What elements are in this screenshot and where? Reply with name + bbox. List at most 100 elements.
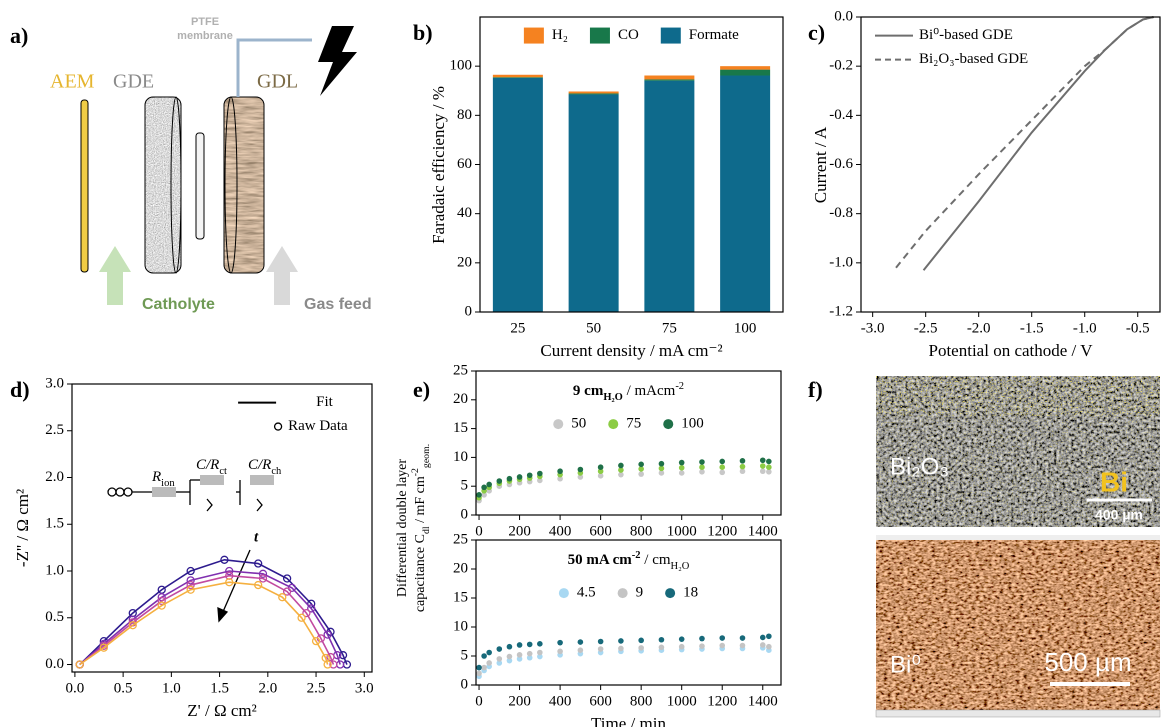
x-tick-label: 75 — [662, 320, 677, 336]
data-point — [506, 657, 513, 664]
ptfe-label: PTFE — [191, 16, 219, 28]
data-point — [618, 645, 624, 652]
y-tick-label: 2.5 — [45, 422, 64, 438]
data-point — [486, 481, 492, 488]
text-part: H₂O — [671, 561, 690, 572]
text-part: / mF cm — [413, 476, 428, 526]
micrographs: f) Bi₂O₃ Bi 400 µm Bi⁰ 500 µm — [808, 376, 1161, 718]
data-point — [186, 576, 195, 585]
schematic: a) AEM GDE PTFE membrane GDL Catholyte G… — [10, 16, 372, 313]
data-point — [157, 601, 166, 610]
x-tick-label: 1400 — [748, 523, 778, 539]
x-tick-label: 1200 — [707, 693, 737, 709]
data-point — [597, 464, 604, 470]
data-point — [323, 630, 332, 639]
circuit-label: Rion — [151, 469, 175, 488]
bar-segment — [720, 69, 771, 76]
catholyte-arrow — [99, 246, 131, 305]
data-point — [476, 664, 482, 671]
data-point — [311, 636, 321, 646]
data-point — [557, 475, 563, 482]
element-label: Bi — [1100, 466, 1128, 497]
x-tick-label: 600 — [589, 523, 612, 539]
data-point — [225, 566, 234, 576]
x-tick-label: -0.5 — [1126, 320, 1150, 336]
data-point — [486, 649, 492, 656]
data-point — [678, 470, 685, 476]
y-axis-label: Current / A — [811, 126, 830, 203]
data-point — [699, 469, 705, 475]
text-part: H₂O — [603, 392, 622, 403]
data-point — [739, 635, 746, 641]
data-point — [516, 652, 523, 658]
bar-segment — [492, 77, 543, 312]
y-tick-label: 0 — [461, 506, 469, 522]
data-point — [766, 643, 772, 650]
y-tick-label: 20 — [453, 560, 468, 576]
data-point — [577, 474, 584, 480]
x-axis-label: Potential on cathode / V — [929, 341, 1094, 360]
legend: Bi⁰-based GDE Bi₂O₃-based GDE — [875, 27, 1028, 67]
y-tick-label: -1.0 — [829, 254, 853, 270]
data-point — [739, 642, 746, 649]
bar-segment — [720, 75, 771, 312]
data-point — [678, 643, 685, 650]
panel-label: c) — [808, 20, 825, 45]
data-point — [618, 467, 624, 473]
x-tick-label: 200 — [508, 523, 531, 539]
data-point — [254, 580, 263, 590]
x-tick-label: 0.0 — [66, 680, 85, 696]
data-point — [496, 646, 503, 652]
x-tick-label: 800 — [630, 523, 653, 539]
data-point — [699, 643, 705, 649]
text-part: -2 — [675, 381, 684, 392]
x-tick-label: 2.5 — [307, 680, 326, 696]
text-part: -2 — [410, 468, 421, 476]
aem-label: AEM — [50, 71, 95, 93]
y-tick-label: 1.0 — [45, 562, 64, 578]
data-point — [476, 492, 482, 498]
y-tick-label: 10 — [453, 618, 468, 634]
data-point — [638, 461, 644, 468]
x-tick-label: 0.5 — [114, 680, 133, 696]
circuit-node — [115, 487, 125, 497]
y-tick-label: -0.4 — [829, 107, 853, 123]
resistor — [200, 475, 224, 485]
sem-edge — [876, 535, 1160, 540]
legend-swatch — [558, 588, 569, 599]
data-point — [766, 633, 772, 640]
legend-title: 50 mA cm-2 / cmH₂O — [568, 550, 690, 572]
bar-segment — [568, 94, 619, 312]
data-point — [486, 660, 492, 666]
y-tick-label: -1.2 — [829, 303, 853, 319]
data-point — [537, 649, 543, 656]
x-tick-label: 0 — [475, 523, 483, 539]
data-point — [597, 468, 604, 475]
y-tick-label: 25 — [453, 362, 468, 378]
data-point — [766, 469, 772, 475]
text-part: dl — [421, 526, 432, 534]
y-tick-label: 0.5 — [45, 609, 64, 625]
x-tick-label: 1.5 — [210, 680, 229, 696]
y-tick-label: 3.0 — [45, 375, 64, 391]
data-point — [496, 660, 503, 666]
data-point — [481, 492, 487, 498]
bi-map — [876, 376, 1160, 416]
data-point — [537, 470, 543, 477]
text-part: 50 mA cm — [568, 553, 633, 569]
y-tick-label: 0 — [465, 303, 473, 319]
data-point — [557, 648, 563, 655]
legend-swatch — [608, 419, 619, 430]
x-tick-label: 3.0 — [355, 680, 374, 696]
legend-label: 18 — [683, 585, 698, 601]
data-point — [338, 651, 348, 660]
data-point — [557, 639, 563, 646]
text-part: ch — [271, 466, 282, 477]
text-part: capacitance C — [413, 534, 428, 612]
panel-label: e) — [413, 377, 430, 402]
bar-segment — [568, 93, 619, 95]
y-axis-label: Differential double layer — [395, 459, 410, 597]
bar-segment — [492, 77, 543, 78]
data-point — [326, 652, 335, 662]
